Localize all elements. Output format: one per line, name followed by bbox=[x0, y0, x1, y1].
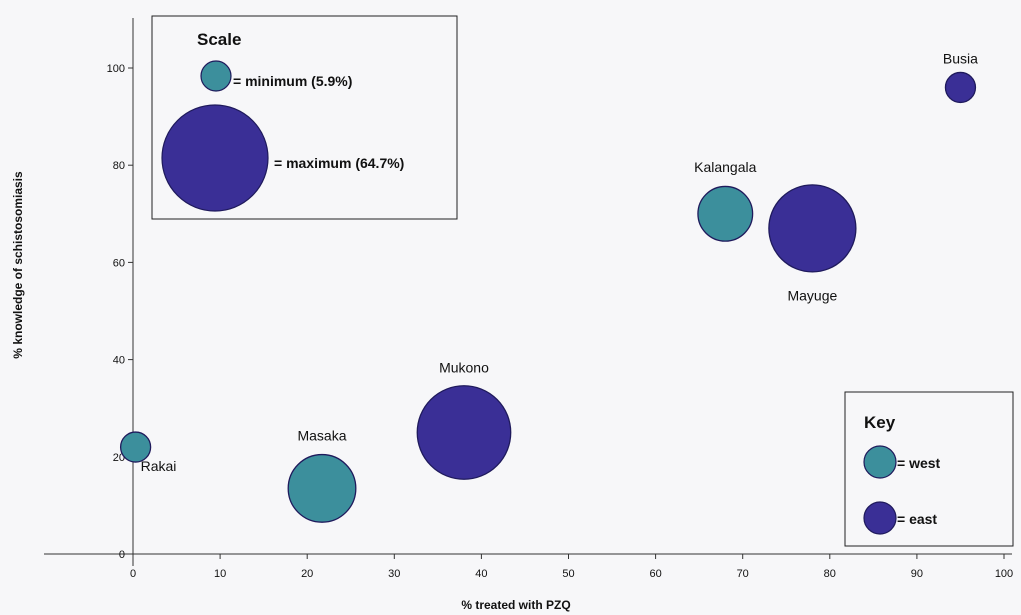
x-tick-label: 70 bbox=[737, 568, 749, 580]
y-tick-label: 100 bbox=[107, 63, 125, 75]
bubble-labels: Rakai Masaka Mukono Kalangala Mayuge Busia bbox=[141, 50, 979, 474]
bubble-busia bbox=[944, 71, 977, 104]
x-tick-label: 50 bbox=[562, 568, 574, 580]
x-axis-title: % treated with PZQ bbox=[461, 598, 570, 612]
key-east-swatch bbox=[863, 501, 897, 535]
scale-min-label: = minimum (5.9%) bbox=[233, 73, 352, 89]
key-east-label: = east bbox=[897, 511, 937, 527]
bubble-label-rakai: Rakai bbox=[141, 458, 177, 474]
y-axis-title: % knowledge of schistosomiasis bbox=[11, 171, 25, 359]
y-tick-label: 20 bbox=[113, 452, 125, 464]
key-west-label: = west bbox=[897, 455, 941, 471]
key-legend: Key = west = east bbox=[844, 391, 1014, 547]
scale-legend-frame bbox=[151, 15, 458, 220]
bubble-masaka bbox=[287, 453, 357, 523]
x-tick-label: 30 bbox=[388, 568, 400, 580]
y-tick-label: 40 bbox=[113, 355, 125, 367]
bubble-label-kalangala: Kalangala bbox=[694, 159, 756, 175]
x-tick-label: 60 bbox=[649, 568, 661, 580]
x-tick-label: 90 bbox=[911, 568, 923, 580]
bubble-label-mukono: Mukono bbox=[439, 360, 489, 376]
axes: 0 10 20 30 40 50 60 70 80 90 100 0 20 40 60 80 100 bbox=[44, 18, 1013, 580]
bubble-label-masaka: Masaka bbox=[297, 427, 346, 443]
bubble-mayuge bbox=[768, 184, 857, 273]
x-tick-label: 20 bbox=[301, 568, 313, 580]
bubble-kalangala bbox=[697, 185, 754, 242]
x-tick-label: 100 bbox=[995, 568, 1013, 580]
scale-max-bubble bbox=[161, 104, 269, 212]
bubbles bbox=[119, 71, 977, 523]
x-tick-label: 0 bbox=[130, 568, 136, 580]
scale-max-label: = maximum (64.7%) bbox=[274, 155, 404, 171]
bubble-rakai bbox=[119, 431, 152, 463]
x-tick-label: 40 bbox=[475, 568, 487, 580]
y-tick-label: 60 bbox=[113, 257, 125, 269]
key-legend-title: Key bbox=[864, 413, 896, 432]
x-tick-label: 10 bbox=[214, 568, 226, 580]
scale-legend: Scale = minimum (5.9%) = maximum (64.7%) bbox=[151, 15, 458, 220]
key-west-swatch bbox=[863, 445, 897, 479]
x-tick-label: 80 bbox=[824, 568, 836, 580]
y-tick-label: 0 bbox=[119, 549, 125, 561]
bubble-label-mayuge: Mayuge bbox=[787, 287, 837, 303]
bubble-mukono bbox=[416, 385, 512, 480]
bubble-label-busia: Busia bbox=[943, 50, 978, 66]
y-tick-label: 80 bbox=[113, 160, 125, 172]
scale-legend-title: Scale bbox=[197, 30, 241, 49]
scale-min-bubble bbox=[200, 60, 232, 92]
